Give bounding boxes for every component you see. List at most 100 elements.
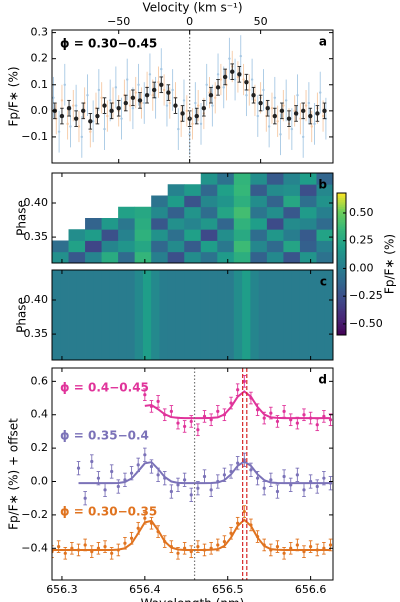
heat-cell [184, 195, 202, 208]
heat-cell [134, 270, 144, 360]
heat-cell [118, 270, 127, 360]
colorbar-label: Fp/F∗ (%) [383, 234, 397, 294]
data-point [95, 113, 100, 119]
colorbar-slice [337, 241, 346, 245]
heat-cell [200, 251, 218, 263]
data-point [273, 96, 277, 100]
data-point [137, 98, 143, 103]
heat-cell [85, 270, 94, 360]
heat-cell [217, 251, 235, 263]
heat-cell [184, 270, 193, 360]
data-point [103, 488, 107, 492]
data-point [230, 69, 235, 74]
data-point [222, 473, 227, 477]
colorbar-tick-label: 0.25 [349, 234, 374, 247]
data-point [258, 100, 263, 106]
series-label: ϕ = 0.30−0.35 [60, 505, 157, 519]
data-point [168, 101, 171, 105]
heat-cell [68, 240, 86, 253]
heat-cell [217, 195, 235, 208]
panel-label: a [319, 35, 327, 49]
colorbar-slice [337, 330, 346, 334]
data-point [156, 399, 160, 403]
data-point [222, 86, 225, 89]
data-point [269, 478, 273, 482]
x-tick-label: 0 [186, 15, 193, 28]
heat-cell [233, 251, 251, 263]
data-point [279, 108, 285, 114]
heat-cell [217, 206, 235, 219]
heat-cell [151, 270, 160, 360]
y-tick-label: 0.3 [31, 26, 49, 39]
data-point [286, 116, 292, 121]
heat-cell [101, 218, 119, 230]
data-point [171, 88, 174, 92]
panel-label: c [320, 275, 327, 289]
data-point [136, 463, 140, 467]
data-point [309, 545, 313, 549]
data-point [160, 67, 163, 71]
data-point [60, 99, 64, 102]
colorbar-slice [337, 288, 346, 292]
heat-cell [167, 218, 185, 230]
model-line [52, 518, 331, 551]
heat-cell [316, 195, 333, 208]
colorbar-slice [337, 259, 346, 263]
y-axis-label: Fp/F∗ (%) [7, 66, 21, 126]
heat-cell [184, 184, 202, 196]
data-point [310, 125, 313, 128]
heat-cell [258, 270, 268, 360]
data-point [211, 104, 214, 107]
data-point [137, 83, 140, 86]
data-point [96, 476, 101, 480]
heat-cell [101, 240, 119, 253]
colorbar-slice [337, 328, 346, 332]
data-point [149, 464, 154, 469]
heat-cell [159, 270, 169, 360]
heat-cell [118, 240, 136, 253]
heat-cell [175, 270, 185, 360]
heat-cell [250, 251, 268, 263]
data-point [282, 551, 286, 555]
y-tick-label: −0.4 [21, 541, 48, 554]
data-point [244, 79, 249, 85]
heat-cell [167, 229, 185, 241]
heat-cell [299, 251, 317, 263]
heat-cell [250, 270, 260, 360]
data-point [236, 388, 240, 392]
colorbar-slice [337, 195, 346, 198]
heat-cell [151, 195, 169, 208]
data-point [83, 496, 87, 500]
colorbar-slice [337, 290, 346, 294]
colorbar-slice [337, 239, 346, 243]
data-point [302, 488, 306, 492]
heat-cell [233, 173, 251, 185]
heat-cell [250, 218, 268, 230]
data-point [109, 108, 114, 114]
data-point [89, 130, 92, 133]
colorbar-slice [337, 261, 346, 265]
data-point [307, 101, 311, 105]
data-point [143, 453, 147, 457]
heat-cell [60, 270, 69, 360]
data-point [166, 90, 171, 95]
data-point [103, 127, 106, 131]
x-axis-label: Velocity (km s⁻¹) [142, 1, 242, 15]
colorbar-slice [337, 303, 346, 307]
heat-cell [200, 184, 218, 196]
data-point [189, 419, 193, 424]
colorbar-slice [337, 301, 346, 305]
data-point [255, 476, 260, 480]
data-point [295, 421, 299, 425]
data-point [219, 78, 223, 81]
heat-cell [85, 251, 102, 263]
colorbar-slice [337, 228, 346, 232]
data-point [262, 416, 266, 420]
x-tick-label: 656.3 [46, 583, 78, 596]
colorbar-slice [337, 275, 346, 278]
heat-cell [233, 218, 251, 230]
heat-cell [184, 218, 202, 230]
colorbar-slice [337, 317, 346, 320]
heat-cell [184, 229, 202, 241]
data-point [196, 545, 200, 549]
